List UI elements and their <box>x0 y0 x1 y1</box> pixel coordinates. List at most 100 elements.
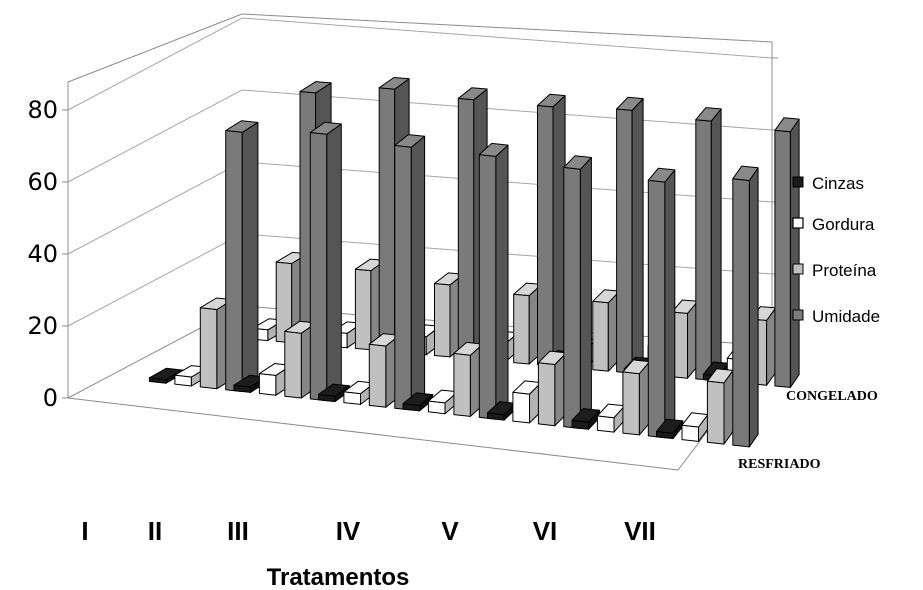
bar-top-face <box>394 134 426 148</box>
x-axis-title: Tratamentos <box>267 564 410 590</box>
bar-top-face <box>225 120 259 133</box>
category-label-ii: II <box>148 516 162 546</box>
bar-top-face <box>478 142 509 157</box>
bar-side-face <box>410 135 426 411</box>
bar-front-face <box>596 415 615 433</box>
bar-top-face <box>402 392 434 406</box>
bar-gordura-resfriado-iv <box>427 389 459 415</box>
bar-front-face <box>537 362 556 427</box>
legend-label-cinzas: Cinzas <box>812 174 864 193</box>
bar-front-face <box>284 330 302 399</box>
bar-umidade-resfriado-v <box>563 155 592 429</box>
bar-side-face <box>766 307 777 386</box>
bar-side-face <box>664 169 676 439</box>
bar-proteina-resfriado-vi <box>622 359 651 436</box>
bars <box>148 77 800 448</box>
bar-top-face <box>309 121 342 135</box>
legend-swatch-gordura <box>792 217 804 229</box>
bar-top-face <box>563 155 592 170</box>
legend-item-cinzas[interactable]: Cinzas <box>792 174 864 193</box>
bar-gordura-resfriado-v <box>512 380 542 424</box>
bar-proteina-resfriado-iv <box>453 341 484 417</box>
bar-front-face <box>378 87 396 353</box>
back-wall-top-edge <box>241 13 773 346</box>
bar-umidade-congelado-v <box>616 96 644 374</box>
bar-top-face <box>457 87 488 101</box>
category-label-i: I <box>81 516 88 546</box>
y-axis-ticks: 0 20 40 60 80 <box>27 57 778 412</box>
bar-umidade-congelado-iv <box>537 93 566 367</box>
bar-side-face <box>789 118 800 388</box>
legend-swatch-cinzas <box>792 176 804 188</box>
bar-umidade-congelado-vii <box>774 117 800 388</box>
bar-umidade-resfriado-iii <box>394 134 426 411</box>
y-tick-label: 0 <box>43 384 58 412</box>
bar-proteina-congelado-v <box>592 289 621 372</box>
legend-item-proteina[interactable]: Proteína <box>792 261 877 280</box>
gridline <box>67 89 773 183</box>
bar-top-face <box>537 93 566 108</box>
y-tick-label: 20 <box>27 312 58 340</box>
bar-front-face <box>695 119 712 381</box>
bar-top-face <box>318 383 350 397</box>
bar-front-face <box>616 108 633 374</box>
bar-front-face <box>681 424 699 442</box>
bar-umidade-congelado-vi <box>695 107 722 381</box>
bar-cinzas-resfriado-vi <box>571 408 600 430</box>
bar-side-face <box>552 95 566 367</box>
bar-umidade-resfriado-i <box>225 120 259 392</box>
bar-cinzas-resfriado-vii <box>656 418 684 440</box>
category-label-vii: VII <box>624 516 656 546</box>
gridline <box>67 17 773 111</box>
bar-front-face <box>199 307 218 390</box>
bar-top-face <box>647 167 676 183</box>
bar-proteina-congelado-vi <box>671 299 699 379</box>
bar-top-face <box>616 96 644 111</box>
bar-front-face <box>457 97 475 360</box>
bar-front-face <box>563 166 581 429</box>
bar-front-face <box>622 371 640 436</box>
legend-swatch-umidade <box>792 309 804 321</box>
bar-front-face <box>394 144 412 411</box>
bar-front-face <box>706 380 725 445</box>
bar-top-face <box>299 81 332 94</box>
legend-item-umidade[interactable]: Umidade <box>792 307 880 326</box>
bar-side-face <box>326 123 342 402</box>
bar-front-face <box>592 300 609 372</box>
y-tick-label: 40 <box>27 240 58 268</box>
y-tick-label: 60 <box>27 168 58 196</box>
back-wall-left-edge <box>67 13 243 398</box>
bar-front-face <box>774 129 791 388</box>
bar-top-face <box>732 165 759 181</box>
bar-top-face <box>656 418 684 434</box>
bar-side-face <box>495 144 509 420</box>
legend-label-gordura: Gordura <box>812 215 875 234</box>
bar-front-face <box>512 391 530 424</box>
bar-front-face <box>309 132 328 402</box>
bar-cinzas-resfriado-iv <box>402 392 434 412</box>
bar-gordura-resfriado-vii <box>681 412 709 442</box>
bar-gordura-resfriado-vi <box>596 403 626 433</box>
bar-front-face <box>478 154 497 420</box>
bar-front-face <box>732 178 750 448</box>
bar-side-face <box>241 121 259 392</box>
bar-umidade-resfriado-ii <box>309 121 342 402</box>
category-label-v: V <box>441 516 459 546</box>
bar-front-face <box>647 179 666 439</box>
depth-label-resfriado: RESFRIADO <box>738 457 821 472</box>
legend-swatch-proteina <box>792 263 804 275</box>
bar-front-face <box>225 130 243 392</box>
bar-umidade-resfriado-iv <box>478 142 509 420</box>
legend-label-umidade: Umidade <box>812 307 880 326</box>
category-labels: I II III IV V VI VII <box>81 516 656 546</box>
legend-item-gordura[interactable]: Gordura <box>792 215 875 234</box>
bar-top-face <box>774 117 800 133</box>
bar-side-face <box>710 108 722 381</box>
depth-label-congelado: CONGELADO <box>786 389 878 404</box>
category-label-vi: VI <box>533 516 558 546</box>
bar-top-face <box>571 408 600 423</box>
legend: Cinzas Gordura Proteína Umidade <box>792 174 880 326</box>
bar-top-face <box>695 107 722 122</box>
bar-side-face <box>579 157 592 429</box>
